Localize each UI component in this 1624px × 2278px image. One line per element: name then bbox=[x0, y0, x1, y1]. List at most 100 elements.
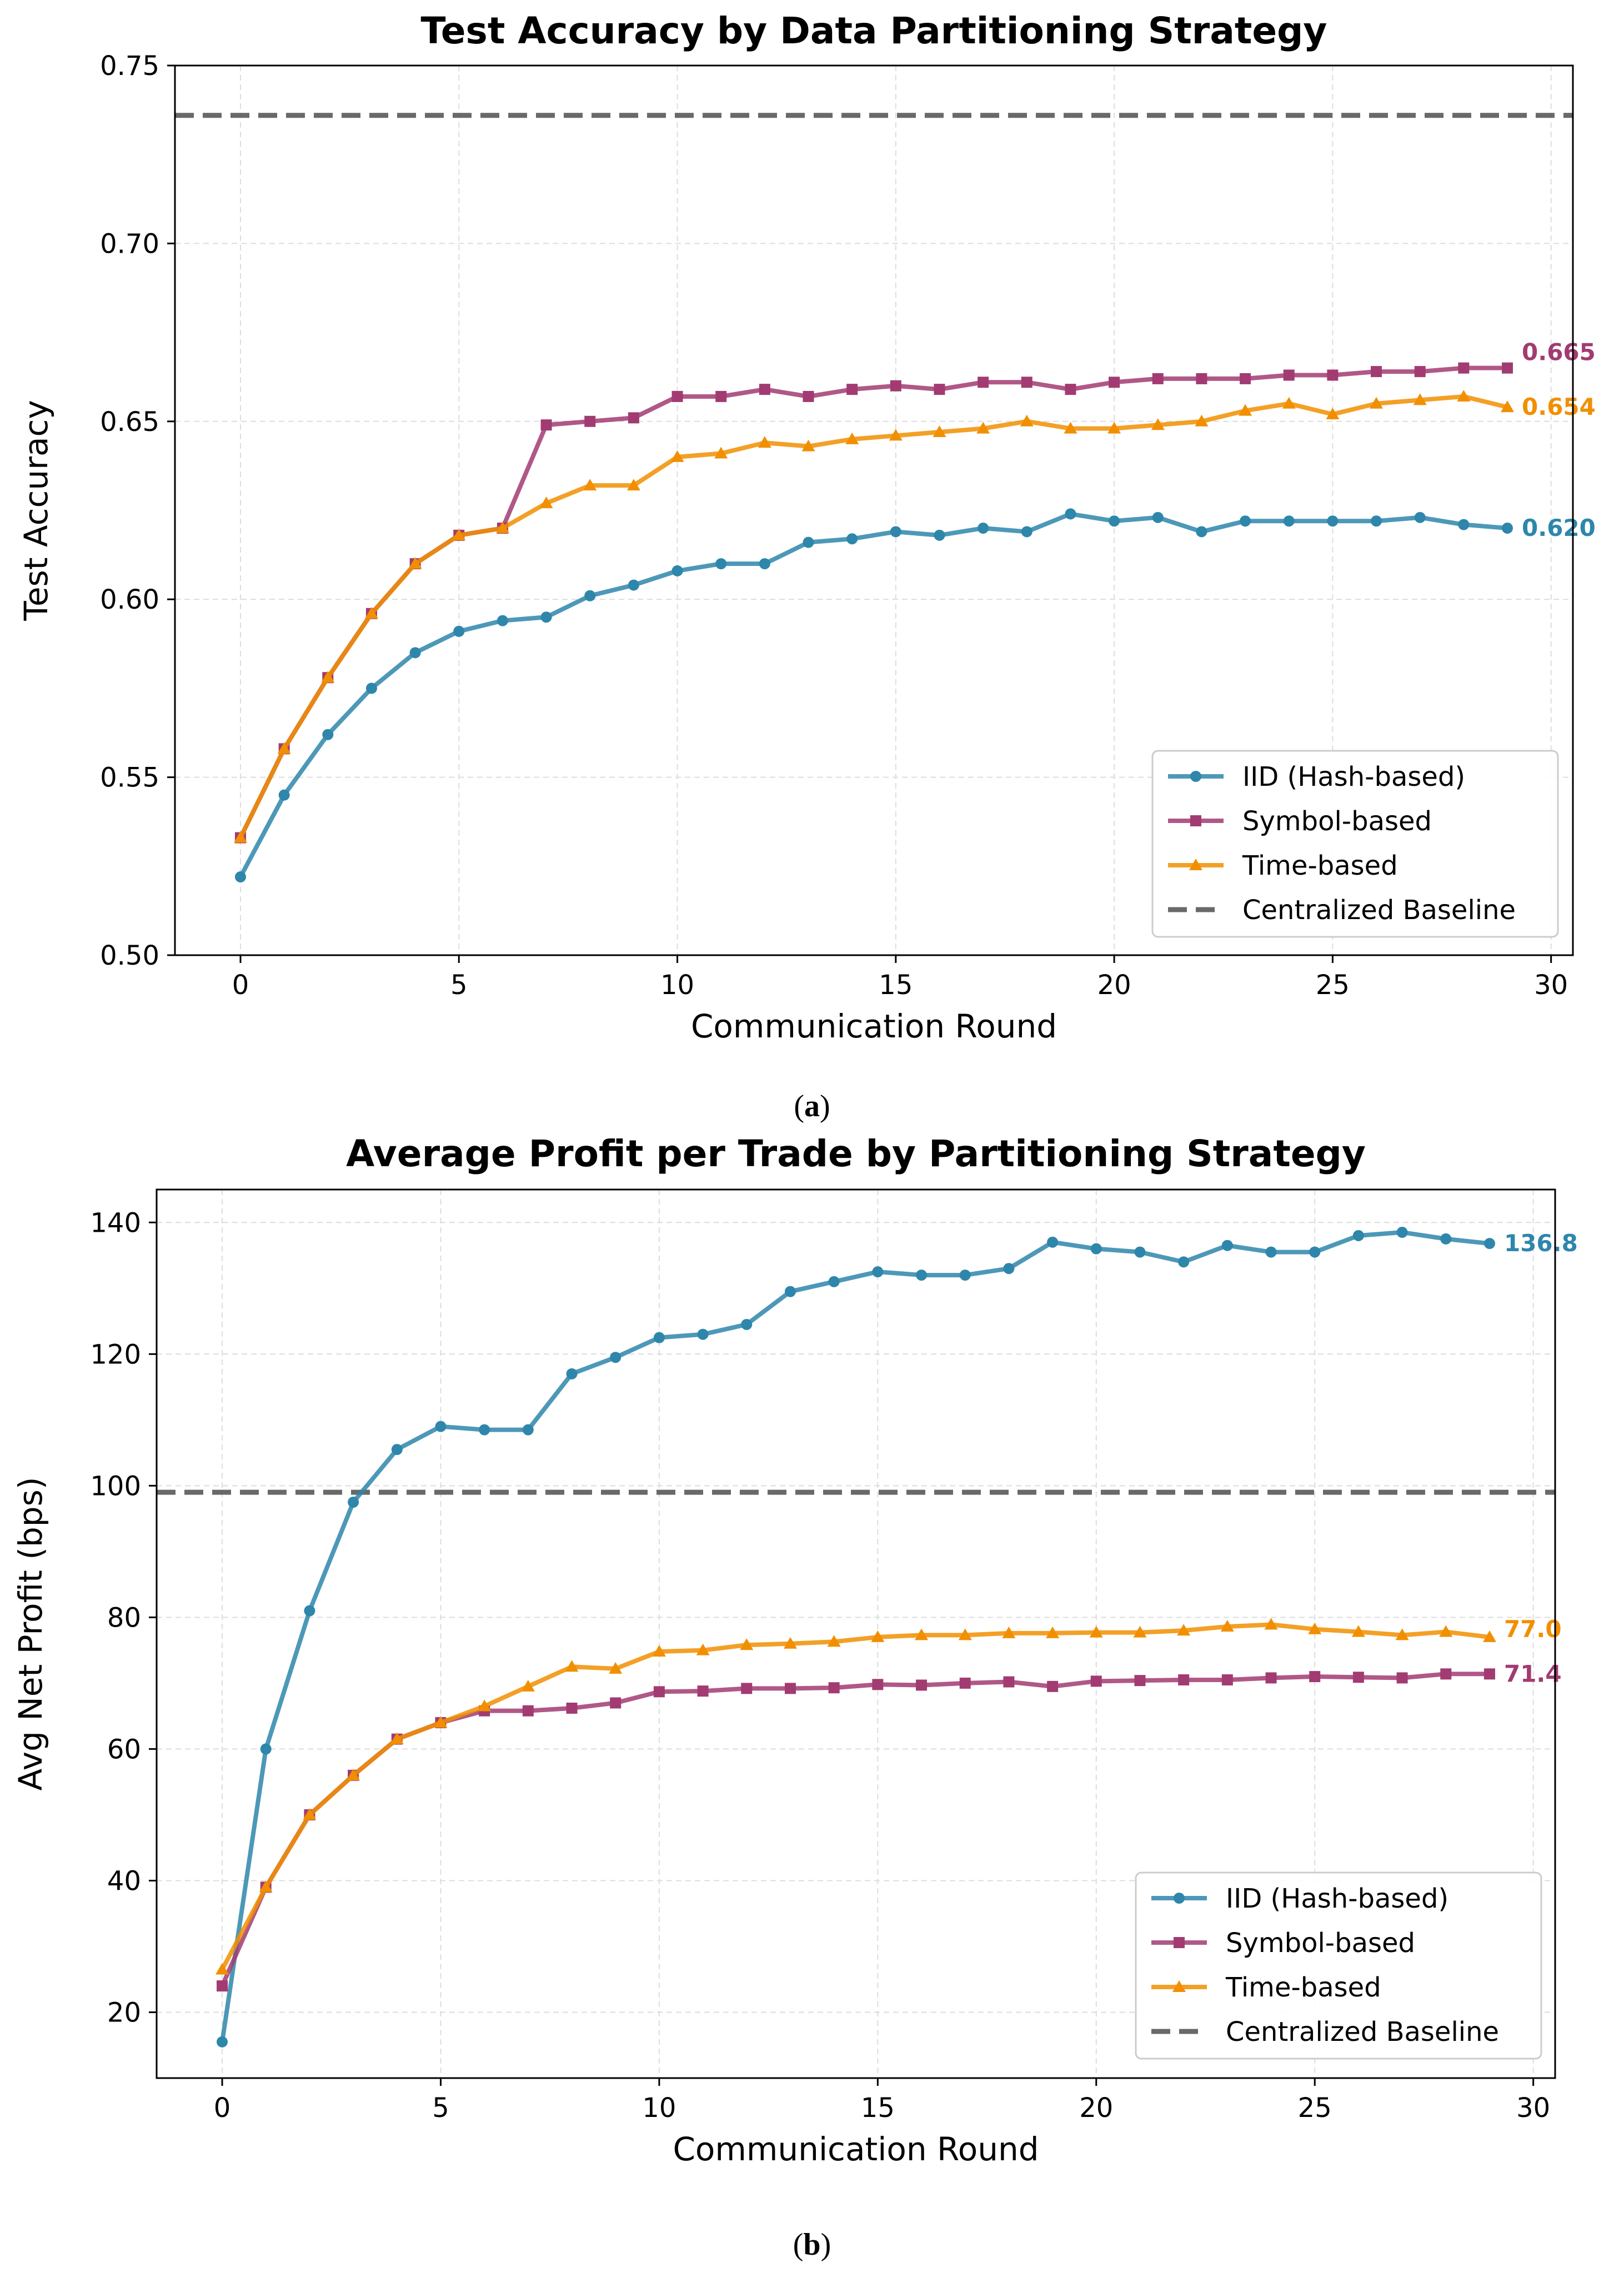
chart-1-series-0-point-8 bbox=[566, 1368, 578, 1379]
chart-1-series-1-point-19 bbox=[1047, 1680, 1059, 1692]
chart-0-series-0: 0.620 bbox=[234, 508, 1596, 883]
chart-1-series-0-point-19 bbox=[1047, 1236, 1059, 1248]
chart-0-series-1-point-19 bbox=[1065, 384, 1076, 395]
chart-1-series-2-point-22 bbox=[1177, 1624, 1191, 1636]
chart-1-legend-label-0: IID (Hash-based) bbox=[1226, 1883, 1448, 1914]
chart-1-series-2-point-20 bbox=[1089, 1625, 1103, 1638]
chart-1-ylabel: Avg Net Profit (bps) bbox=[12, 1477, 49, 1791]
chart-1-series-1-point-27 bbox=[1396, 1672, 1408, 1684]
chart-1-series-1-point-18 bbox=[1003, 1676, 1015, 1688]
chart-1-series-1-point-0 bbox=[217, 1980, 228, 1992]
chart-0-ytick-label-1: 0.55 bbox=[100, 762, 159, 794]
chart-0-series-0-point-3 bbox=[365, 683, 377, 694]
chart-1-series-0-point-10 bbox=[653, 1332, 665, 1343]
chart-0-series-2-point-29 bbox=[1501, 400, 1515, 413]
chart-0-series-1-point-29 bbox=[1502, 362, 1513, 374]
chart-1-ytick-label-6: 140 bbox=[90, 1207, 141, 1238]
chart-1-series-1-end-label: 71.4 bbox=[1504, 1660, 1562, 1687]
chart-1-series-0-point-3 bbox=[348, 1496, 359, 1508]
chart-0-legend-label-2: Time-based bbox=[1242, 850, 1398, 881]
chart-1-series-0-point-4 bbox=[391, 1444, 403, 1456]
chart-0-series-1-point-27 bbox=[1414, 366, 1426, 378]
chart-0-series-0-point-22 bbox=[1196, 526, 1207, 538]
chart-1-series-0: 136.8 bbox=[217, 1227, 1578, 2048]
chart-1-ytick-label-3: 80 bbox=[107, 1602, 141, 1633]
chart-0-series-1-point-16 bbox=[934, 384, 945, 395]
chart-1-xtick-label-3: 15 bbox=[861, 2093, 895, 2124]
chart-1-series-0-point-15 bbox=[872, 1266, 884, 1278]
chart-0-series-2-point-27 bbox=[1413, 393, 1427, 405]
chart-0-ytick-label-4: 0.70 bbox=[100, 228, 159, 259]
chart-1-series-2-point-29 bbox=[1482, 1630, 1496, 1642]
chart-1-series-0-point-14 bbox=[828, 1276, 840, 1287]
chart-0-series-2-point-24 bbox=[1282, 397, 1296, 409]
chart-0-series-1-point-28 bbox=[1458, 362, 1470, 374]
chart-0-series-1-point-23 bbox=[1240, 373, 1251, 384]
chart-1-ytick-label-0: 20 bbox=[107, 1997, 141, 2028]
chart-0-title: Test Accuracy by Data Partitioning Strat… bbox=[421, 9, 1327, 52]
chart-0-ytick-label-5: 0.75 bbox=[100, 51, 159, 82]
chart-1-ytick-label-4: 100 bbox=[90, 1471, 141, 1502]
chart-0-series-2-point-14 bbox=[845, 432, 859, 444]
chart-0-series-2-point-0 bbox=[233, 831, 247, 843]
chart-1-series-0-point-21 bbox=[1134, 1246, 1146, 1258]
chart-0-legend: IID (Hash-based) Symbol-based Time-based Ce… bbox=[1151, 750, 1559, 938]
chart-1-series-1-point-25 bbox=[1309, 1671, 1321, 1683]
chart-0-xtick-label-3: 15 bbox=[879, 970, 913, 1001]
chart-1-series-2-line bbox=[220, 1622, 1490, 1971]
chart-1-series-0-point-28 bbox=[1440, 1233, 1452, 1245]
chart-1-series-2-point-16 bbox=[915, 1628, 929, 1640]
chart-0-series-0-point-19 bbox=[1065, 508, 1076, 520]
chart-0-series-2-point-11 bbox=[714, 446, 728, 459]
chart-0-series-2-point-5 bbox=[452, 528, 466, 540]
chart-1-series-0-point-22 bbox=[1178, 1256, 1190, 1268]
chart-0-legend-label-0: IID (Hash-based) bbox=[1242, 761, 1465, 792]
chart-0-series-0-point-28 bbox=[1458, 519, 1470, 530]
chart-1-series-0-point-1 bbox=[260, 1743, 272, 1755]
chart-1-legend-label-2: Time-based bbox=[1225, 1972, 1381, 2003]
chart-0-series-1-point-13 bbox=[803, 390, 814, 402]
chart-1-legend: IID (Hash-based) Symbol-based Time-based Ce… bbox=[1135, 1871, 1542, 2060]
chart-0-series-0-point-21 bbox=[1152, 511, 1164, 523]
chart-0-legend-label-1: Symbol-based bbox=[1242, 806, 1432, 837]
chart-0-series-0-point-23 bbox=[1240, 515, 1251, 527]
chart-1-series-2-point-25 bbox=[1308, 1622, 1322, 1634]
chart-1-series-0-line bbox=[220, 1230, 1490, 2043]
chart-b-profit: Average Profit per Trade by Partitioning… bbox=[12, 1133, 1578, 2168]
chart-0-series-2-point-13 bbox=[801, 439, 815, 451]
chart-0-legend-label-3: Centralized Baseline bbox=[1242, 895, 1516, 926]
chart-0-series-0-point-6 bbox=[497, 615, 508, 626]
chart-0-series-2-point-26 bbox=[1370, 397, 1384, 409]
chart-1-xtick-label-0: 0 bbox=[214, 2093, 231, 2124]
chart-0-series-2-point-8 bbox=[583, 479, 597, 491]
chart-0-series-2-point-1 bbox=[277, 742, 291, 754]
chart-0-series-0-point-9 bbox=[628, 579, 639, 591]
chart-1-series-0-point-24 bbox=[1265, 1246, 1277, 1258]
chart-1-series-1-point-9 bbox=[610, 1697, 621, 1709]
chart-1-series-1-point-29 bbox=[1483, 1668, 1495, 1680]
chart-1-series-2-point-4 bbox=[390, 1732, 404, 1744]
chart-1-series-2-point-14 bbox=[827, 1635, 841, 1647]
chart-1-series-2-point-23 bbox=[1220, 1619, 1234, 1632]
chart-0-series-2-point-6 bbox=[495, 521, 509, 534]
chart-1-series-0-point-27 bbox=[1396, 1227, 1408, 1238]
chart-1-series-2-point-2 bbox=[303, 1808, 317, 1820]
chart-0-series-2-point-10 bbox=[670, 450, 684, 462]
chart-0-series-2-point-25 bbox=[1326, 407, 1340, 419]
chart-0-series-0-line bbox=[238, 511, 1508, 878]
chart-0-legend-marker-2 bbox=[1189, 859, 1202, 870]
chart-1-series-0-point-6 bbox=[479, 1424, 490, 1436]
chart-0-series-1-point-24 bbox=[1283, 369, 1295, 381]
chart-0-series-2-point-15 bbox=[889, 429, 903, 441]
chart-0-series-0-point-14 bbox=[846, 533, 858, 545]
chart-0-frame bbox=[174, 64, 1574, 956]
chart-0-series-0-point-1 bbox=[278, 789, 290, 801]
chart-1-series-0-point-29 bbox=[1483, 1238, 1495, 1250]
chart-1-series-1-point-26 bbox=[1352, 1672, 1364, 1683]
chart-0-series-2-point-2 bbox=[321, 671, 335, 683]
chart-1-xtick-label-1: 5 bbox=[432, 2093, 449, 2124]
chart-1-series-0-point-9 bbox=[610, 1352, 621, 1363]
chart-1-series-2-point-26 bbox=[1351, 1625, 1365, 1637]
chart-a-accuracy: Test Accuracy by Data Partitioning Strat… bbox=[17, 9, 1596, 1045]
chart-1-series-0-point-7 bbox=[522, 1424, 534, 1436]
